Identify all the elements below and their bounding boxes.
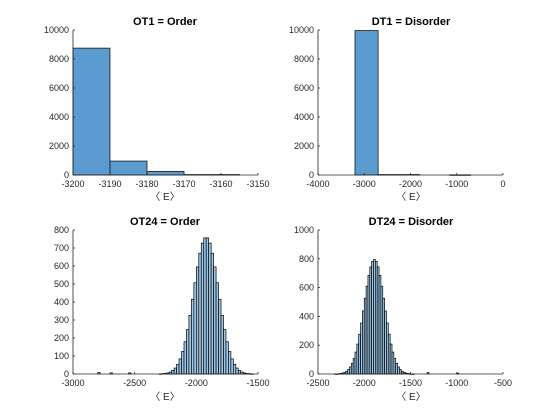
histogram-bar bbox=[225, 341, 229, 375]
x-tick-label: -3190 bbox=[98, 179, 121, 189]
y-tick-label: 200 bbox=[299, 340, 314, 350]
histogram-bar bbox=[181, 351, 185, 375]
x-tick-label: -1500 bbox=[246, 378, 269, 388]
y-tick-label: 4000 bbox=[49, 112, 69, 122]
y-tick-label: 1000 bbox=[294, 225, 314, 235]
x-tick-label: -2000 bbox=[399, 179, 422, 189]
histogram-bar bbox=[171, 370, 175, 375]
histogram-bar bbox=[213, 266, 217, 375]
y-tick-label: 100 bbox=[54, 351, 69, 361]
subplot-ot1: OT1 = Order 〈 E〉 -3200 -3190 -3180 -3170 -31… bbox=[44, 16, 270, 203]
x-tick-label: -2000 bbox=[185, 378, 208, 388]
plot-title: DT24 = Disorder bbox=[369, 216, 454, 228]
y-tick-label: 4000 bbox=[294, 112, 314, 122]
subplot-dt1: DT1 = Disorder 〈 E〉 -4000 -3000 -2000 -1000… bbox=[289, 16, 506, 203]
histogram-bar bbox=[178, 358, 182, 375]
histogram-bar bbox=[205, 237, 210, 375]
x-axis-label: 〈 E〉 bbox=[150, 391, 179, 403]
y-tick-label: 400 bbox=[299, 311, 314, 321]
x-tick-label: -2000 bbox=[353, 378, 376, 388]
ot1-marks: -3200 -3190 -3180 -3170 -3160 -3150 0 2000 4000 6… bbox=[44, 25, 270, 189]
histogram-bar bbox=[228, 351, 232, 375]
y-tick-label: 400 bbox=[54, 297, 69, 307]
x-tick-label: -1000 bbox=[445, 179, 468, 189]
y-tick-label: 8000 bbox=[49, 54, 69, 64]
x-tick-label: -1000 bbox=[445, 378, 468, 388]
y-tick-label: 0 bbox=[64, 170, 69, 180]
x-axis-label: 〈 E〉 bbox=[150, 191, 179, 203]
ot24-marks: -3000 -2500 -2000 -1500 0 100 200 300 400 500 600 7… bbox=[54, 225, 270, 388]
y-tick-label: 6000 bbox=[49, 83, 69, 93]
histogram-bar bbox=[72, 47, 111, 176]
subplot-ot24: OT24 = Order 〈 E〉 -3000 -2500 -2000 -1500 0 1… bbox=[54, 216, 270, 403]
subplot-dt24: DT24 = Disorder 〈 E〉 -2500 -2000 -1500 -100… bbox=[294, 216, 512, 403]
dt1-marks: -4000 -3000 -2000 -1000 0 0 2000 4000 6000 8000 10… bbox=[289, 25, 506, 189]
histogram-bar bbox=[203, 237, 207, 375]
histogram-bar bbox=[215, 282, 219, 375]
x-tick-label: -4000 bbox=[306, 179, 329, 189]
plot-title: OT1 = Order bbox=[133, 16, 198, 28]
histogram-bar bbox=[235, 367, 239, 375]
y-tick-label: 300 bbox=[54, 315, 69, 325]
y-tick-label: 800 bbox=[54, 225, 69, 235]
y-tick-label: 600 bbox=[299, 283, 314, 293]
histogram-bar bbox=[193, 282, 197, 375]
x-tick-label: -3150 bbox=[246, 179, 269, 189]
y-tick-label: 0 bbox=[309, 369, 314, 379]
histogram-bar bbox=[237, 370, 242, 375]
histogram-bar bbox=[191, 298, 195, 375]
dt24-marks: -2500 -2000 -1500 -1000 -500 0 200 400 600 800 100… bbox=[294, 225, 512, 388]
x-tick-label: 0 bbox=[500, 179, 505, 189]
histogram-bar bbox=[230, 358, 234, 375]
x-tick-label: -500 bbox=[494, 378, 512, 388]
histogram-bar bbox=[183, 341, 187, 375]
y-tick-label: 200 bbox=[54, 333, 69, 343]
histogram-bar bbox=[210, 252, 214, 375]
histogram-bar bbox=[146, 170, 185, 176]
histogram-bar bbox=[109, 160, 148, 176]
plot-title: OT24 = Order bbox=[130, 216, 201, 228]
x-tick-label: -2500 bbox=[123, 378, 146, 388]
histogram-bar bbox=[198, 252, 202, 375]
histogram-bar bbox=[223, 329, 227, 375]
y-tick-label: 10000 bbox=[44, 25, 69, 35]
plot-title: DT1 = Disorder bbox=[372, 16, 451, 28]
histogram-bar bbox=[208, 242, 212, 375]
histogram-bar bbox=[232, 363, 237, 375]
x-tick-label: -3000 bbox=[353, 179, 376, 189]
histogram-bar bbox=[186, 329, 190, 375]
histogram-bar bbox=[195, 266, 200, 375]
y-tick-label: 0 bbox=[309, 170, 314, 180]
x-tick-label: -2500 bbox=[306, 378, 329, 388]
y-tick-label: 8000 bbox=[294, 54, 314, 64]
y-tick-label: 2000 bbox=[49, 141, 69, 151]
y-tick-label: 700 bbox=[54, 243, 69, 253]
y-tick-label: 0 bbox=[64, 369, 69, 379]
histogram-bar bbox=[218, 298, 222, 375]
x-tick-label: -1500 bbox=[399, 378, 422, 388]
y-tick-label: 600 bbox=[54, 261, 69, 271]
y-tick-label: 6000 bbox=[294, 83, 314, 93]
x-tick-label: -3160 bbox=[209, 179, 232, 189]
histogram-bar bbox=[354, 30, 379, 176]
y-tick-label: 800 bbox=[299, 254, 314, 264]
x-tick-label: -3000 bbox=[61, 378, 84, 388]
y-tick-label: 2000 bbox=[294, 141, 314, 151]
histogram-bar bbox=[220, 314, 224, 375]
x-axis-label: 〈 E〉 bbox=[396, 391, 425, 403]
x-tick-label: -3200 bbox=[61, 179, 84, 189]
histogram-bar bbox=[188, 314, 192, 375]
histogram-bar bbox=[173, 367, 177, 375]
x-axis-label: 〈 E〉 bbox=[396, 191, 425, 203]
histogram-bar bbox=[200, 242, 205, 375]
x-tick-label: -3170 bbox=[172, 179, 195, 189]
y-tick-label: 10000 bbox=[289, 25, 314, 35]
x-tick-label: -3180 bbox=[135, 179, 158, 189]
histogram-bar bbox=[176, 363, 180, 375]
y-tick-label: 500 bbox=[54, 279, 69, 289]
